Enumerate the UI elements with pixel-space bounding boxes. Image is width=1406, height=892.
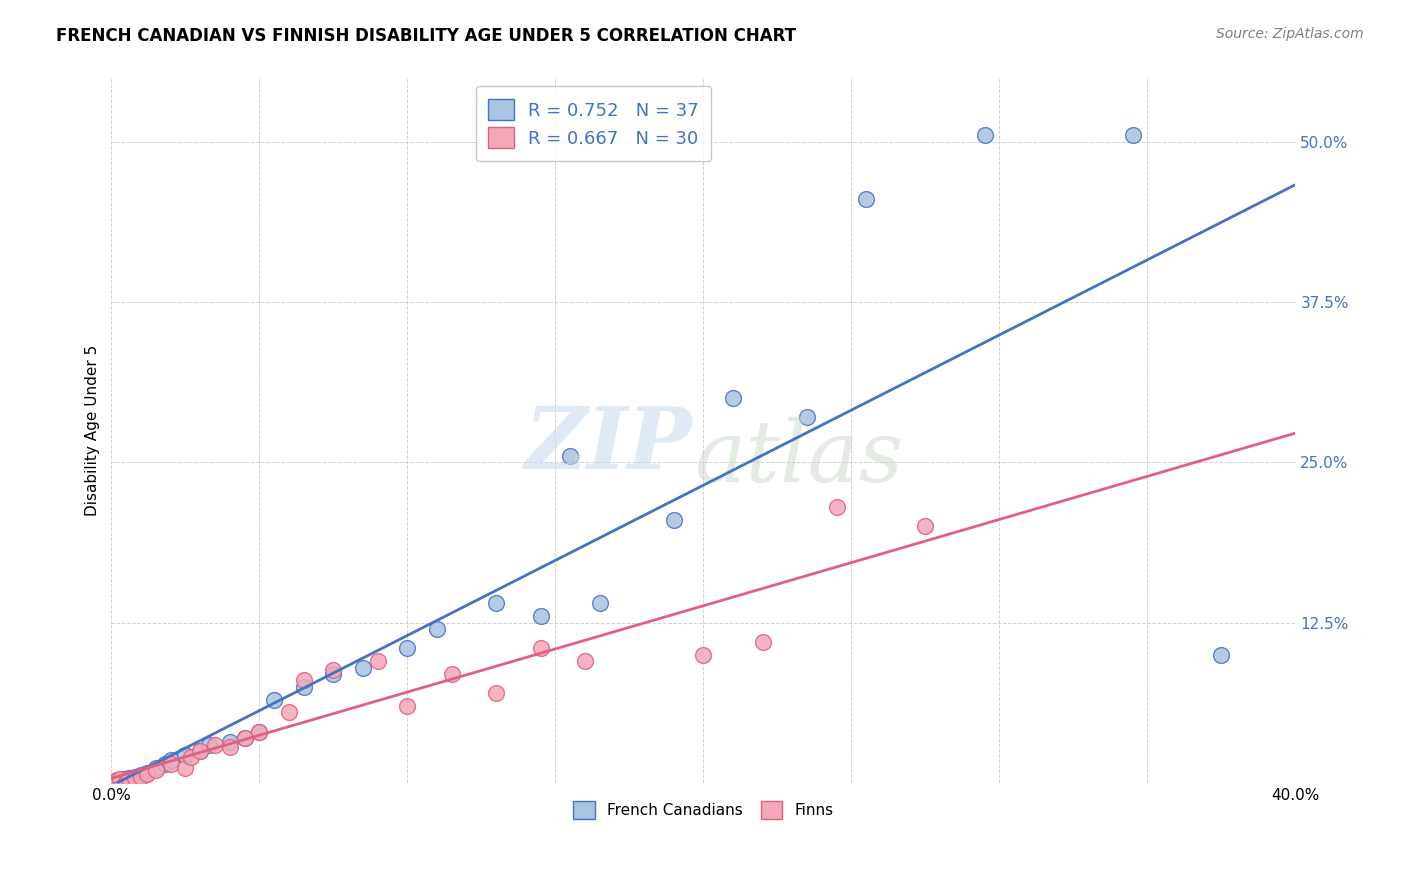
Point bbox=[124, 771, 146, 785]
Point bbox=[574, 654, 596, 668]
Point bbox=[825, 500, 848, 515]
Point bbox=[121, 773, 143, 788]
Point bbox=[1211, 648, 1233, 662]
Point bbox=[249, 724, 271, 739]
Point bbox=[322, 667, 344, 681]
Point bbox=[188, 744, 211, 758]
Legend: French Canadians, Finns: French Canadians, Finns bbox=[567, 795, 839, 825]
Point bbox=[560, 449, 582, 463]
Point bbox=[103, 774, 125, 789]
Point bbox=[485, 686, 508, 700]
Y-axis label: Disability Age Under 5: Disability Age Under 5 bbox=[86, 344, 100, 516]
Point bbox=[198, 738, 221, 752]
Point bbox=[973, 128, 995, 143]
Point bbox=[426, 622, 449, 636]
Point bbox=[751, 635, 773, 649]
Point bbox=[292, 680, 315, 694]
Point bbox=[159, 753, 181, 767]
Point bbox=[145, 763, 167, 777]
Point bbox=[103, 774, 125, 789]
Point bbox=[233, 731, 256, 746]
Point bbox=[110, 774, 132, 789]
Point bbox=[145, 761, 167, 775]
Point bbox=[153, 756, 176, 771]
Point bbox=[115, 772, 138, 787]
Point bbox=[263, 692, 285, 706]
Point bbox=[105, 773, 128, 788]
Point bbox=[322, 663, 344, 677]
Point bbox=[174, 761, 197, 775]
Point bbox=[367, 654, 389, 668]
Point bbox=[218, 740, 240, 755]
Point bbox=[662, 513, 685, 527]
Point bbox=[589, 596, 612, 610]
Point bbox=[396, 641, 419, 656]
Point bbox=[174, 747, 197, 762]
Point bbox=[855, 192, 877, 206]
Point bbox=[118, 772, 141, 787]
Point bbox=[180, 750, 202, 764]
Point bbox=[129, 770, 152, 784]
Point bbox=[292, 673, 315, 688]
Point bbox=[530, 609, 553, 624]
Point bbox=[530, 641, 553, 656]
Point bbox=[485, 596, 508, 610]
Point bbox=[914, 519, 936, 533]
Point bbox=[127, 772, 149, 787]
Point bbox=[105, 773, 128, 788]
Text: Source: ZipAtlas.com: Source: ZipAtlas.com bbox=[1216, 27, 1364, 41]
Point bbox=[129, 768, 152, 782]
Point bbox=[396, 699, 419, 714]
Point bbox=[278, 706, 301, 720]
Point bbox=[249, 724, 271, 739]
Point bbox=[124, 770, 146, 784]
Point bbox=[115, 774, 138, 789]
Point bbox=[352, 660, 374, 674]
Point bbox=[1122, 128, 1144, 143]
Text: atlas: atlas bbox=[693, 417, 903, 500]
Point bbox=[796, 410, 818, 425]
Point bbox=[112, 772, 135, 787]
Point bbox=[204, 738, 226, 752]
Point bbox=[188, 744, 211, 758]
Point bbox=[118, 771, 141, 785]
Point bbox=[159, 756, 181, 771]
Point bbox=[110, 772, 132, 787]
Point bbox=[721, 391, 744, 405]
Point bbox=[440, 667, 463, 681]
Point bbox=[692, 648, 714, 662]
Point bbox=[233, 731, 256, 746]
Point bbox=[136, 767, 159, 781]
Text: FRENCH CANADIAN VS FINNISH DISABILITY AGE UNDER 5 CORRELATION CHART: FRENCH CANADIAN VS FINNISH DISABILITY AG… bbox=[56, 27, 796, 45]
Point bbox=[218, 735, 240, 749]
Text: ZIP: ZIP bbox=[524, 402, 693, 486]
Point bbox=[136, 765, 159, 780]
